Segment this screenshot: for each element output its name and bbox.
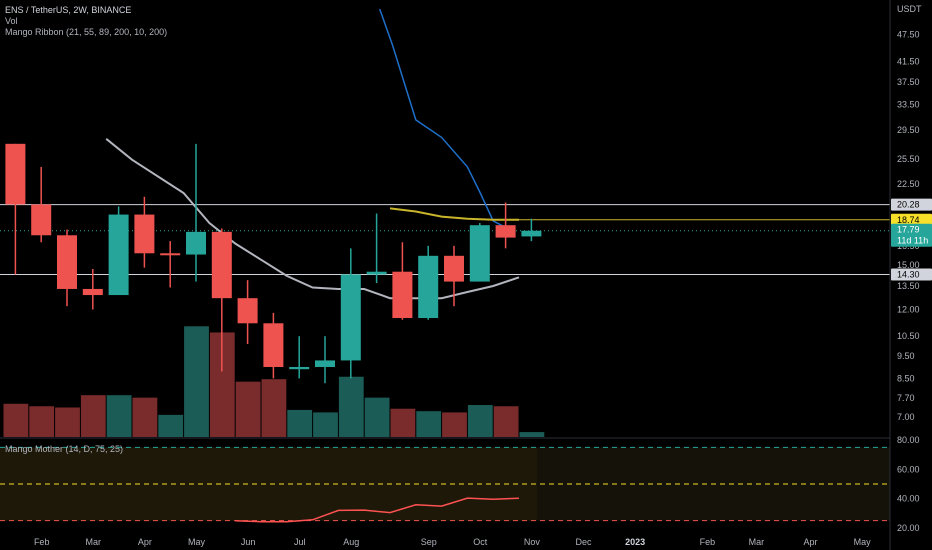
ribbon-legend[interactable]: Mango Ribbon (21, 55, 89, 200, 10, 200) — [5, 27, 168, 37]
volume-bar — [390, 408, 416, 437]
candle-body — [5, 143, 26, 205]
time-axis-label: May — [854, 537, 872, 547]
level-low-tag-bg — [891, 268, 932, 281]
candle-body — [444, 255, 464, 282]
level-high-tag: 20.28 — [897, 200, 920, 210]
candle-body — [211, 231, 232, 299]
time-axis-label: Sep — [421, 537, 437, 547]
time-axis-label: May — [188, 537, 206, 547]
price-tick-label: 9.50 — [897, 351, 915, 361]
price-tick-label: 41.50 — [897, 57, 920, 67]
price-tick-label: 13.50 — [897, 281, 920, 291]
last-price-tag: 17.79 — [897, 225, 920, 235]
oscillator-tick-label: 60.00 — [897, 464, 920, 474]
time-axis-label: Feb — [700, 537, 716, 547]
volume-bar — [29, 406, 55, 437]
time-axis-label: Mar — [86, 537, 102, 547]
time-axis-label: Dec — [575, 537, 592, 547]
price-tick-label: 15.00 — [897, 260, 920, 270]
price-tick-label: 7.70 — [897, 393, 915, 403]
volume-bar — [158, 414, 184, 437]
price-tick-label: 37.50 — [897, 77, 920, 87]
level-low-tag: 14.30 — [897, 269, 920, 279]
volume-bar — [3, 403, 29, 437]
oscillator-band-fill — [0, 447, 537, 521]
time-axis-label: Jun — [241, 537, 256, 547]
candle-body — [495, 225, 516, 238]
time-axis-label: Apr — [804, 537, 818, 547]
candle-body — [340, 274, 361, 361]
volume-bar — [55, 407, 80, 437]
volume-bar — [132, 397, 158, 437]
chart-legend: ENS / TetherUS, 2W, BINANCE Vol Mango Ri… — [5, 5, 167, 38]
time-axis-label: 2023 — [625, 537, 645, 547]
candle-body — [134, 214, 155, 254]
volume-bar — [106, 395, 132, 437]
candle-body — [315, 360, 335, 367]
candle-body — [366, 271, 387, 275]
time-axis-label: Oct — [473, 537, 488, 547]
level-high-tag-bg — [891, 198, 932, 211]
price-tick-label: 47.50 — [897, 30, 920, 40]
ma-blue-line — [378, 8, 504, 227]
volume-legend[interactable]: Vol — [5, 16, 18, 26]
candle-body — [186, 231, 206, 255]
symbol-title[interactable]: ENS / TetherUS, 2W, BINANCE — [5, 5, 132, 15]
last-price-tag-bg — [891, 223, 932, 247]
candle-body — [392, 271, 413, 319]
time-axis-label: Feb — [34, 537, 50, 547]
ma-yellow-line — [389, 207, 519, 221]
price-tick-label: 10.50 — [897, 331, 920, 341]
price-tick-label: 22.50 — [897, 179, 920, 189]
oscillator-tick-label: 20.00 — [897, 523, 920, 533]
candle-body — [160, 253, 181, 256]
oscillator-tick-label: 40.00 — [897, 494, 920, 504]
time-axis-label: Apr — [138, 537, 152, 547]
time-axis-label: Nov — [524, 537, 541, 547]
price-tick-label: 33.50 — [897, 99, 920, 109]
candle-body — [263, 323, 284, 367]
volume-bar — [338, 376, 364, 437]
volume-bar — [261, 379, 287, 437]
volume-bar — [442, 412, 467, 437]
price-tick-label: 29.50 — [897, 125, 920, 135]
volume-bar — [313, 412, 338, 437]
countdown-tag: 11d 11h — [897, 236, 928, 246]
candle-body — [289, 366, 310, 370]
volume-bar — [493, 406, 519, 437]
volume-bar — [519, 432, 545, 437]
oscillator-tick-label: 80.00 — [897, 435, 920, 445]
volume-bar — [184, 326, 209, 437]
candle-body — [418, 255, 439, 319]
price-tick-label: 7.00 — [897, 412, 915, 422]
candle-body — [237, 298, 258, 324]
currency-label: USDT — [897, 4, 922, 14]
candle-body — [31, 204, 52, 236]
price-tick-label: 8.50 — [897, 373, 915, 383]
candle-body — [82, 288, 103, 296]
volume-bar — [287, 409, 313, 437]
volume-bar — [364, 397, 390, 437]
candle-body — [521, 230, 542, 237]
candle-body — [57, 235, 77, 289]
volume-bar — [467, 405, 493, 437]
oscillator-legend: Mango Mother (14, D, 75, 25) — [5, 444, 123, 455]
candle-body — [469, 225, 490, 282]
volume-bar — [416, 411, 442, 437]
oscillator-line — [235, 497, 520, 523]
time-axis-label: Aug — [343, 537, 359, 547]
time-axis-label: Jul — [294, 537, 306, 547]
price-tick-label: 25.50 — [897, 154, 920, 164]
ribbon-price-tag-bg — [891, 213, 932, 226]
oscillator-title[interactable]: Mango Mother (14, D, 75, 25) — [5, 444, 124, 454]
ribbon-price-tag: 18.74 — [897, 215, 920, 225]
candle-body — [108, 214, 129, 296]
price-tick-label: 12.00 — [897, 305, 920, 315]
time-axis-label: Mar — [749, 537, 765, 547]
volume-bar — [80, 395, 106, 437]
volume-bar — [235, 381, 261, 437]
